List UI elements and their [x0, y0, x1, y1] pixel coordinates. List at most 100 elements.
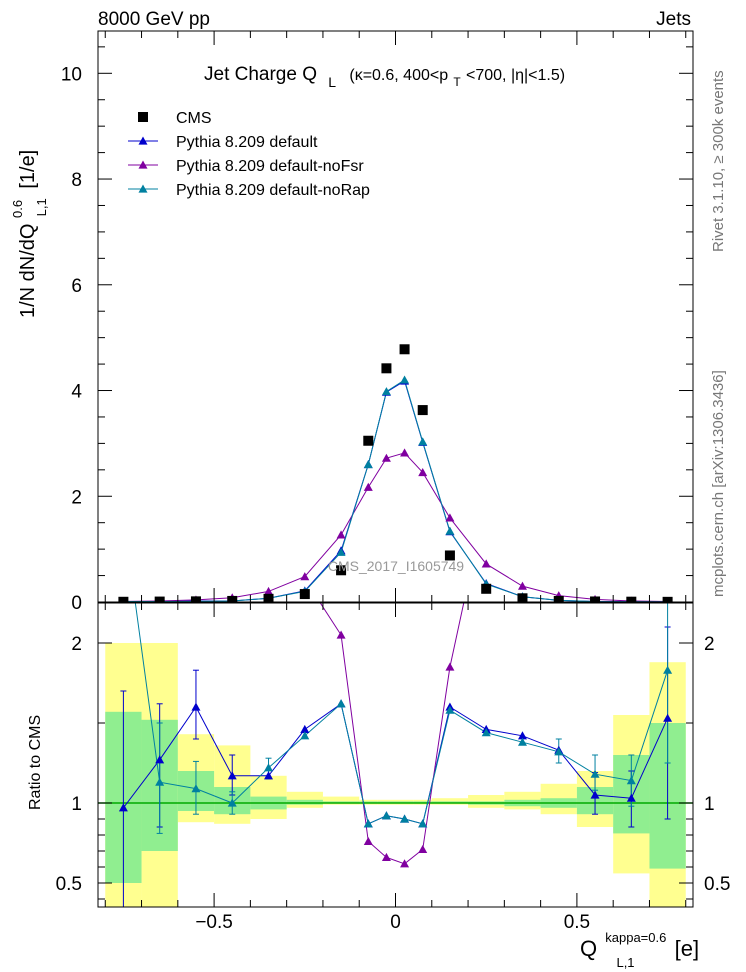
ratio-markers	[118, 479, 673, 868]
ratio-2-point	[300, 731, 310, 740]
series-1-point	[517, 581, 527, 590]
cms-data-point	[481, 583, 492, 594]
series-2-point	[381, 387, 391, 396]
ratio-1-point	[663, 479, 672, 487]
ratio-2-point	[119, 511, 128, 519]
main-series-lines	[123, 379, 668, 602]
ratio-2-point	[227, 798, 237, 807]
analysis-watermark: CMS_2017_I1605749	[328, 558, 464, 574]
ratio-0-point	[300, 724, 310, 733]
series-1-point	[363, 482, 373, 491]
ratio-0-point	[118, 803, 128, 812]
green-band-bin	[395, 801, 414, 803]
series-line-2	[123, 379, 668, 602]
series-2-point	[336, 547, 346, 556]
series-1-point	[445, 513, 455, 522]
series-1-point	[336, 530, 346, 539]
cms-data-point	[444, 550, 455, 561]
ratio-1-point	[336, 630, 346, 639]
legend: CMS Pythia 8.209 default Pythia 8.209 defa…	[128, 110, 370, 199]
series-1-point	[400, 448, 410, 457]
ratio-line-2	[134, 603, 669, 825]
energy-label: 8000 GeV pp	[98, 9, 210, 30]
ratio-1-point	[418, 844, 428, 853]
ratio-2-point	[481, 728, 491, 737]
y-tick-label: 10	[61, 64, 82, 85]
ratio-1-point	[482, 495, 491, 503]
ratio-tick-label-left: 1	[71, 794, 82, 815]
ratio-1-point	[518, 479, 527, 487]
chart-title: Jet Charge Q L (κ=0.6, 400<p T <700, |η|…	[204, 64, 565, 92]
legend-label: Pythia 8.209 default-noFsr	[176, 158, 364, 175]
series-2-point	[445, 526, 455, 535]
green-band-bin	[359, 801, 378, 803]
ratio-axis-title: Ratio to CMS	[27, 715, 44, 810]
ratio-0-point	[590, 790, 600, 799]
series-1-point	[481, 559, 491, 568]
ratio-1-point	[445, 662, 455, 671]
cms-data-point	[399, 344, 410, 355]
ratio-line-1	[319, 603, 465, 865]
y-axis-title: 1/N dN/dQ 0.6 L,1 [1/e]	[5, 150, 51, 318]
cms-data-point	[417, 405, 428, 416]
ratio-tick-label-right: 2	[704, 634, 715, 655]
ratio-2-point	[336, 699, 346, 708]
series-1-point	[300, 572, 310, 581]
x-tick-label: −0.5	[195, 912, 233, 933]
cms-data-point	[336, 565, 347, 576]
green-band-bin	[377, 801, 396, 803]
ratio-2-point	[554, 747, 564, 756]
x-tick-label: 0	[390, 912, 401, 933]
ratio-0-point	[626, 793, 636, 802]
cms-data-point	[553, 595, 564, 602]
ratio-2-point	[155, 777, 165, 786]
legend-label: CMS	[176, 110, 212, 127]
series-1-point	[418, 467, 428, 477]
green-band-bin	[413, 801, 432, 803]
cms-data-point	[662, 596, 673, 602]
ratio-1-point	[228, 543, 237, 551]
x-axis-title: Q kappa=0.6 L,1 [e]	[580, 922, 699, 972]
green-band-bin	[286, 799, 323, 805]
series-1-point	[264, 586, 274, 596]
ratio-2-point	[264, 763, 274, 772]
ratio-2-point	[418, 819, 428, 828]
ratio-tick-label-left: 2	[71, 634, 82, 655]
axis-ticks: −0.5 0 0.5 0 2 4 6 8 10 0.5 0.5 1 1 2 2	[56, 31, 730, 933]
cms-data-point	[363, 435, 374, 446]
ratio-0-point	[663, 713, 673, 722]
cms-data-point	[517, 593, 528, 602]
legend-cms-marker	[138, 112, 148, 122]
ratio-0-point	[517, 731, 527, 740]
ratio-tick-label-right: 0.5	[704, 874, 730, 895]
cms-data-point	[626, 596, 637, 602]
rivet-label: Rivet 3.1.10, ≥ 300k events	[710, 70, 727, 252]
y-tick-label: 0	[71, 593, 82, 614]
y-tick-label: 4	[71, 382, 82, 403]
yellow-band-bin	[322, 796, 360, 805]
ratio-2-point	[517, 737, 527, 746]
ratio-1-point	[627, 479, 636, 487]
ratio-1-point	[264, 559, 273, 567]
cms-data-point	[118, 596, 129, 602]
legend-marker	[138, 160, 148, 169]
legend-marker	[138, 136, 148, 145]
main-markers	[118, 344, 673, 602]
cms-data-point	[299, 589, 310, 600]
y-tick-label: 8	[71, 170, 82, 191]
ratio-2-point	[381, 811, 391, 820]
ratio-tick-label-right: 1	[704, 794, 715, 815]
y-tick-label: 2	[71, 487, 82, 508]
ratio-1-point	[554, 479, 563, 487]
ratio-2-point	[590, 769, 600, 778]
ratio-1-point	[191, 527, 200, 535]
legend-label: Pythia 8.209 default-noRap	[176, 182, 370, 199]
ratio-1-point	[155, 511, 164, 519]
ratio-2-point	[363, 819, 373, 828]
series-2-point	[400, 375, 410, 384]
ratio-1-point	[119, 479, 128, 487]
ratio-1-point	[363, 836, 373, 845]
ratio-tick-label-left: 0.5	[56, 874, 82, 895]
legend-label: Pythia 8.209 default	[176, 134, 318, 151]
process-label: Jets	[656, 9, 691, 30]
